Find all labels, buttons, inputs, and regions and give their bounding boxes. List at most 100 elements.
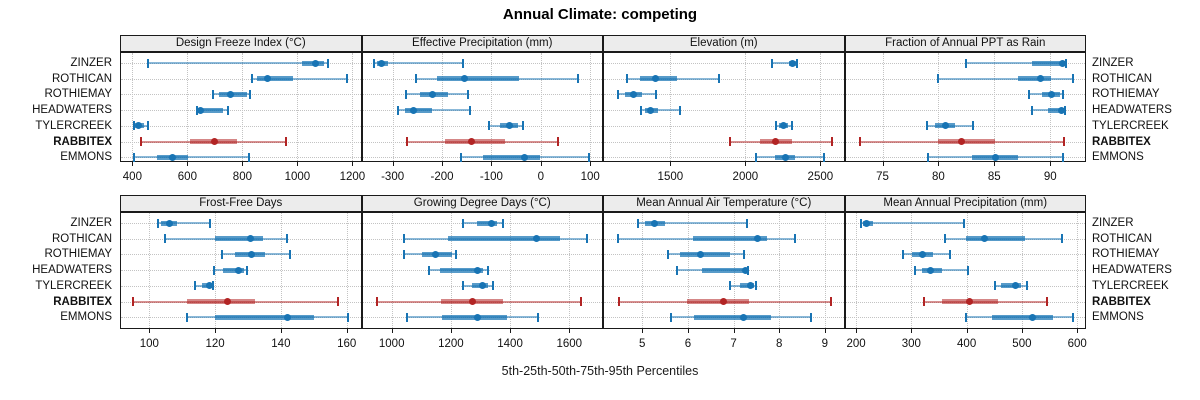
whisker-cap-high-rabbitex xyxy=(557,137,560,146)
whisker-cap-high-rothiemay xyxy=(1061,89,1064,99)
whisker-cap-low-rabbitex xyxy=(617,297,620,306)
whisker-cap-low-rothiemay xyxy=(403,249,406,259)
gridline-v xyxy=(132,53,134,161)
median-dot-headwaters xyxy=(1057,106,1065,114)
gridline-v xyxy=(540,53,542,161)
gridline-v xyxy=(187,53,189,161)
whisker-cap-high-rothiemay xyxy=(455,249,458,259)
whisker-cap-low-rothican xyxy=(617,234,620,244)
whisker-cap-low-rabbitex xyxy=(923,297,926,306)
whisker-cap-low-emmons xyxy=(755,152,757,162)
gridline-h xyxy=(362,254,602,256)
whisker-line-zinzer xyxy=(157,222,210,224)
whisker-cap-low-headwaters xyxy=(640,105,643,115)
median-dot-rothican xyxy=(652,75,660,83)
gridline-v xyxy=(670,53,672,161)
whisker-cap-high-rothiemay xyxy=(742,249,745,259)
panel-strip-2-1: Mean Annual Air Temperature (°C) xyxy=(603,195,845,212)
whisker-cap-low-rothiemay xyxy=(405,89,408,99)
iqr-band-rabbitex xyxy=(938,139,996,144)
whisker-cap-low-headwaters xyxy=(396,105,399,115)
gridline-h xyxy=(604,285,844,287)
whisker-cap-high-headwaters xyxy=(469,105,472,115)
whisker-cap-high-rothican xyxy=(793,234,796,244)
whisker-cap-high-rothican xyxy=(1060,234,1063,244)
whisker-cap-high-rothiemay xyxy=(288,249,291,259)
median-dot-zinzer xyxy=(1059,59,1067,67)
median-dot-tylercreek xyxy=(1012,282,1020,290)
whisker-cap-high-headwaters xyxy=(227,105,230,115)
gridline-h xyxy=(604,157,844,159)
whisker-cap-high-zinzer xyxy=(462,58,465,68)
gridline-h xyxy=(362,94,602,96)
iqr-band-headwaters xyxy=(223,267,245,273)
axis-tick-label: 6 xyxy=(684,338,692,350)
whisker-cap-high-headwaters xyxy=(487,265,490,275)
gridline-h xyxy=(604,125,844,127)
row-label-right-emmons: EMMONS xyxy=(1092,311,1144,324)
iqr-band-emmons xyxy=(482,154,540,160)
whisker-cap-low-rothican xyxy=(943,234,946,244)
axis-tick xyxy=(911,329,913,333)
gridline-v xyxy=(297,53,299,161)
whisker-cap-high-rabbitex xyxy=(829,297,832,306)
row-label-right-headwaters: HEADWATERS xyxy=(1092,264,1172,277)
median-dot-headwaters xyxy=(235,266,243,274)
iqr-band-rothiemay xyxy=(680,251,730,257)
whisker-line-emmons xyxy=(134,156,250,159)
whisker-cap-low-headwaters xyxy=(195,105,198,115)
gridline-h xyxy=(121,110,361,112)
median-dot-headwaters xyxy=(474,266,481,274)
whisker-cap-low-rabbitex xyxy=(859,137,862,146)
median-dot-zinzer xyxy=(650,219,658,227)
axis-tick-label: 8 xyxy=(776,338,783,350)
axis-tick-label: 90 xyxy=(1043,171,1057,183)
whisker-cap-high-rothican xyxy=(718,74,721,84)
whisker-line-zinzer xyxy=(637,222,747,224)
whisker-cap-high-tylercreek xyxy=(491,281,494,291)
iqr-band-headwaters xyxy=(198,107,224,113)
axis-tick xyxy=(745,162,747,166)
whisker-line-zinzer xyxy=(966,62,1066,64)
median-dot-rabbitex xyxy=(771,138,779,145)
median-dot-tylercreek xyxy=(478,282,486,290)
axis-tick xyxy=(824,329,826,333)
gridline-h xyxy=(604,141,844,143)
axis-tick-label: 80 xyxy=(932,171,945,183)
whisker-cap-high-zinzer xyxy=(745,218,748,228)
whisker-cap-high-rothican xyxy=(576,74,579,84)
whisker-line-zinzer xyxy=(860,222,965,224)
median-dot-rabbitex xyxy=(965,298,973,305)
median-dot-tylercreek xyxy=(506,122,514,130)
median-dot-rothiemay xyxy=(696,250,704,258)
row-label-left-emmons: EMMONS xyxy=(60,311,112,324)
row-label-left-headwaters: HEADWATERS xyxy=(32,104,112,117)
median-dot-rothiemay xyxy=(248,250,256,258)
whisker-cap-low-zinzer xyxy=(636,218,639,228)
axis-tick xyxy=(856,329,858,333)
axis-tick xyxy=(187,162,189,166)
gridline-h xyxy=(121,78,361,80)
row-label-left-tylercreek: TYLERCREEK xyxy=(35,119,112,132)
axis-tick-label: 1600 xyxy=(556,338,583,350)
axis-tick xyxy=(1077,329,1079,333)
axis-tick xyxy=(687,329,689,333)
iqr-band-emmons xyxy=(215,314,314,320)
axis-tick xyxy=(280,329,282,333)
panel-0-0 xyxy=(120,52,362,162)
axis-tick-label: 85 xyxy=(987,171,1001,183)
whisker-cap-high-zinzer xyxy=(963,218,966,228)
iqr-band-zinzer xyxy=(1032,60,1064,66)
gridline-h xyxy=(121,125,361,127)
median-dot-rothican xyxy=(247,235,255,243)
whisker-cap-high-emmons xyxy=(346,312,349,322)
median-dot-rothican xyxy=(753,235,761,243)
median-dot-emmons xyxy=(521,153,529,161)
axis-tick xyxy=(670,162,672,166)
whisker-line-headwaters xyxy=(397,109,471,112)
row-label-right-emmons: EMMONS xyxy=(1092,151,1144,164)
whisker-cap-high-rothiemay xyxy=(654,89,657,99)
gridline-h xyxy=(845,94,1085,96)
axis-tick-label: -300 xyxy=(381,171,405,183)
median-dot-tylercreek xyxy=(941,122,949,130)
